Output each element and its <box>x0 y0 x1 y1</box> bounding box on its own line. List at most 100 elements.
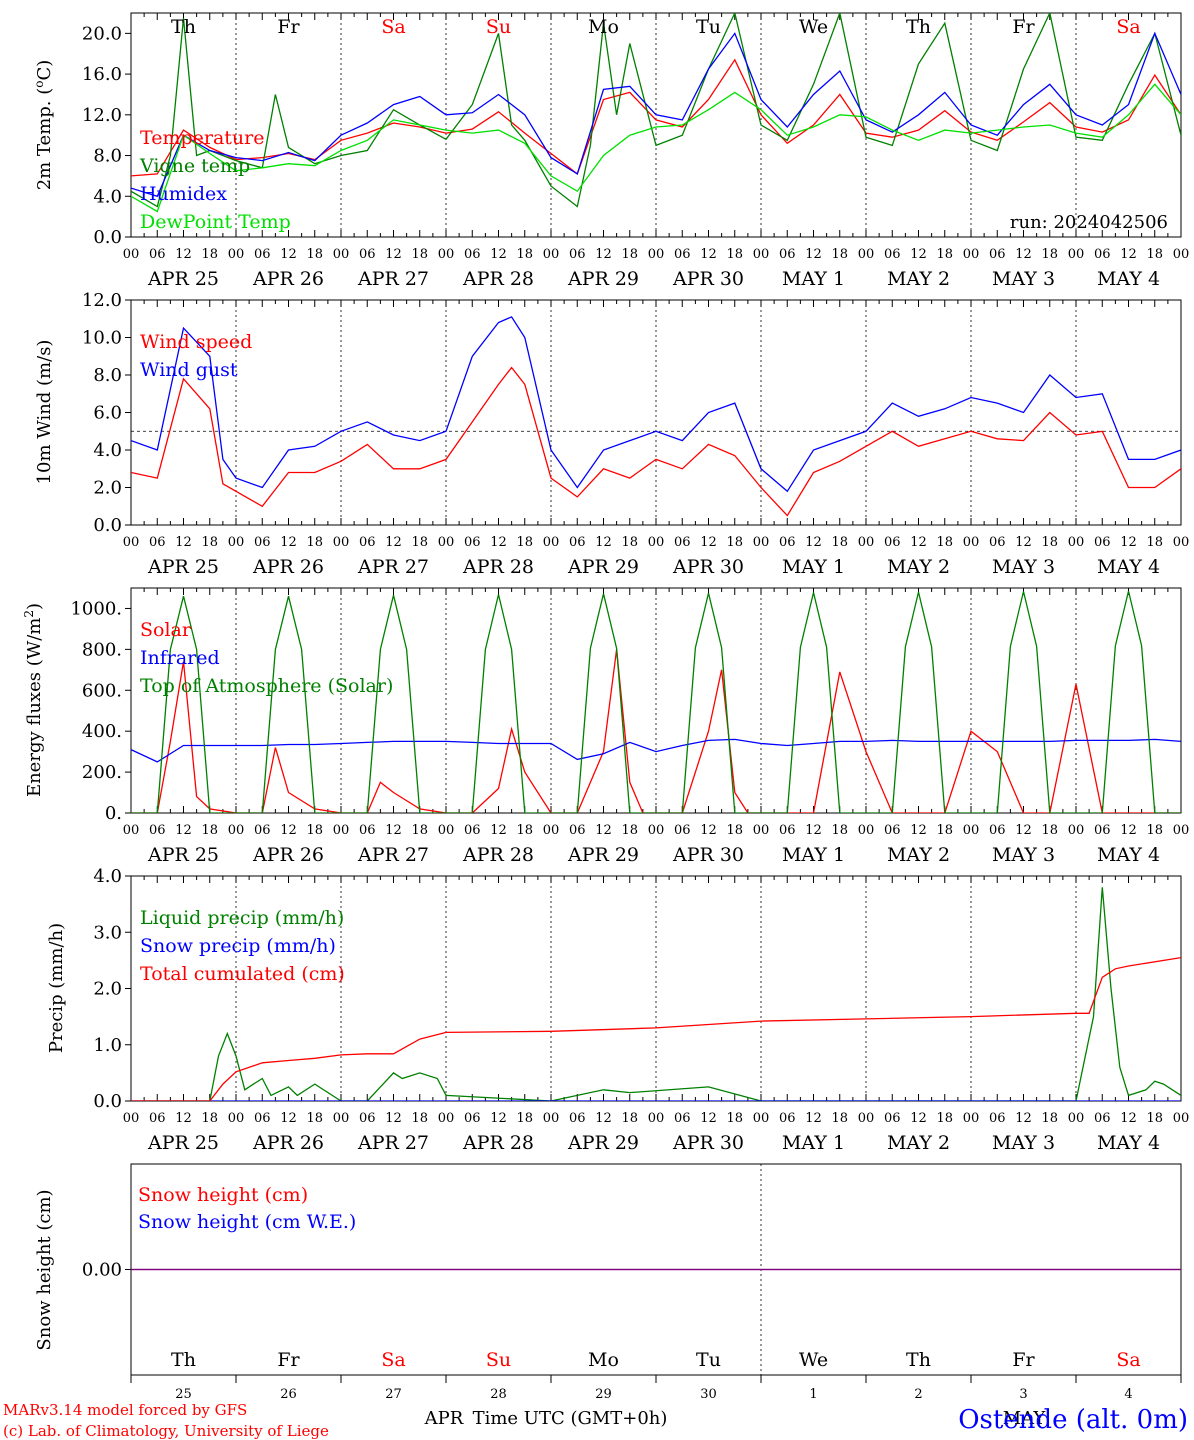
hour-tick-label: 12 <box>175 247 192 262</box>
hour-tick-label: 06 <box>674 1111 691 1126</box>
hour-tick-label: 12 <box>280 535 297 550</box>
date-label: APR 26 <box>252 268 324 290</box>
hour-tick-label: 06 <box>884 823 901 838</box>
hour-tick-label: 00 <box>1173 535 1190 550</box>
hour-tick-label: 00 <box>753 823 770 838</box>
hour-tick-label: 06 <box>779 823 796 838</box>
hour-tick-label: 06 <box>1094 535 1111 550</box>
hour-tick-label: 00 <box>543 247 560 262</box>
hour-tick-label: 06 <box>359 247 376 262</box>
hour-tick-label: 18 <box>516 247 533 262</box>
weekday-label: We <box>799 1349 828 1371</box>
hour-tick-label: 00 <box>333 247 350 262</box>
weekday-label: Sa <box>381 16 405 38</box>
hour-tick-label: 06 <box>884 247 901 262</box>
hour-tick-label: 12 <box>175 1111 192 1126</box>
weekday-label: Th <box>171 1349 196 1371</box>
y-axis-label: Snow height (cm) <box>34 1189 55 1350</box>
hour-tick-label: 06 <box>359 823 376 838</box>
unit-close: ) <box>24 603 45 610</box>
run-label: run: 2024042506 <box>1010 212 1168 233</box>
hour-tick-label: 18 <box>1041 247 1058 262</box>
weekday-label: Mo <box>588 1349 619 1371</box>
hour-tick-label: 00 <box>123 1111 140 1126</box>
date-label: APR 30 <box>672 1132 744 1154</box>
weekday-label: Mo <box>588 16 619 38</box>
hour-tick-label: 12 <box>910 1111 927 1126</box>
date-label: APR 29 <box>567 556 639 578</box>
legend-entry-1: Solar <box>140 619 192 641</box>
hour-tick-label: 12 <box>700 1111 717 1126</box>
hour-tick-label: 06 <box>989 1111 1006 1126</box>
day-number-label: 3 <box>1019 1387 1027 1402</box>
hour-tick-label: 12 <box>490 247 507 262</box>
hour-tick-label: 18 <box>621 247 638 262</box>
month-label-apr: APR <box>424 1408 464 1429</box>
series-line-1 <box>131 366 1181 517</box>
y-tick-label: 3.0 <box>93 922 122 943</box>
legend-entry-3: Top of Atmosphere (Solar) <box>140 675 393 697</box>
series-line-2 <box>131 738 1181 763</box>
series-line-4 <box>131 83 1181 213</box>
legend-entry-2: Infrared <box>140 647 220 669</box>
date-label: APR 28 <box>462 556 534 578</box>
hour-tick-label: 06 <box>779 535 796 550</box>
hour-tick-label: 00 <box>438 247 455 262</box>
hour-tick-label: 00 <box>438 823 455 838</box>
hour-tick-label: 00 <box>1068 823 1085 838</box>
hour-tick-label: 00 <box>963 247 980 262</box>
hour-tick-label: 18 <box>516 535 533 550</box>
day-number-label: 29 <box>595 1387 612 1402</box>
weekday-label: Sa <box>1116 16 1140 38</box>
hour-tick-label: 06 <box>569 1111 586 1126</box>
legend-entry-1: Snow height (cm) <box>138 1184 308 1206</box>
series-line-2 <box>131 13 1181 208</box>
y-tick-label: 1000. <box>70 598 122 619</box>
credit-line-2: (c) Lab. of Climatology, University of L… <box>3 1422 329 1440</box>
hour-tick-label: 12 <box>700 247 717 262</box>
hour-tick-label: 00 <box>648 1111 665 1126</box>
y-tick-label: 8.0 <box>93 365 122 386</box>
hour-tick-label: 00 <box>1173 1111 1190 1126</box>
hour-tick-label: 00 <box>438 1111 455 1126</box>
day-number-label: 28 <box>490 1387 507 1402</box>
y-tick-label: 1.0 <box>93 1035 122 1056</box>
date-label: MAY 1 <box>782 556 845 578</box>
date-label: APR 27 <box>357 268 429 290</box>
date-label: APR 28 <box>462 844 534 866</box>
hour-tick-label: 12 <box>280 1111 297 1126</box>
hour-tick-label: 12 <box>805 823 822 838</box>
hour-tick-label: 06 <box>464 535 481 550</box>
hour-tick-label: 00 <box>1068 247 1085 262</box>
hour-tick-label: 00 <box>228 535 245 550</box>
hour-tick-label: 12 <box>910 823 927 838</box>
hour-tick-label: 12 <box>1015 247 1032 262</box>
hour-tick-label: 00 <box>963 535 980 550</box>
y-tick-label: 20.0 <box>82 23 122 44</box>
chart-panel-1: 0.0 4.0 8.0 12.0 16.0 20.0 2m Temp. (oC) Temper… <box>32 12 1190 290</box>
hour-tick-label: 18 <box>411 535 428 550</box>
hour-tick-label: 18 <box>831 823 848 838</box>
unit-c: C) <box>34 60 55 81</box>
hour-tick-label: 00 <box>648 823 665 838</box>
y-tick-label: 400. <box>82 721 122 742</box>
hour-tick-label: 18 <box>516 823 533 838</box>
day-number-label: 2 <box>914 1387 922 1402</box>
hour-tick-label: 00 <box>228 1111 245 1126</box>
series-line-2 <box>131 316 1181 493</box>
degree-symbol: o <box>32 81 46 88</box>
hour-tick-label: 06 <box>149 535 166 550</box>
y-tick-label: 4.0 <box>93 186 122 207</box>
hour-tick-label: 12 <box>595 1111 612 1126</box>
date-label: APR 25 <box>147 1132 219 1154</box>
y-tick-label: 2.0 <box>93 979 122 1000</box>
hour-tick-label: 00 <box>858 1111 875 1126</box>
hour-tick-label: 00 <box>1173 247 1190 262</box>
hour-tick-label: 00 <box>963 1111 980 1126</box>
date-label: MAY 1 <box>782 1132 845 1154</box>
hour-tick-label: 12 <box>385 823 402 838</box>
hour-tick-label: 12 <box>1015 823 1032 838</box>
panels: 0.04.08.012.016.020.02m Temp. (oC)Temper… <box>22 12 1190 1402</box>
weekday-label: Th <box>906 16 931 38</box>
